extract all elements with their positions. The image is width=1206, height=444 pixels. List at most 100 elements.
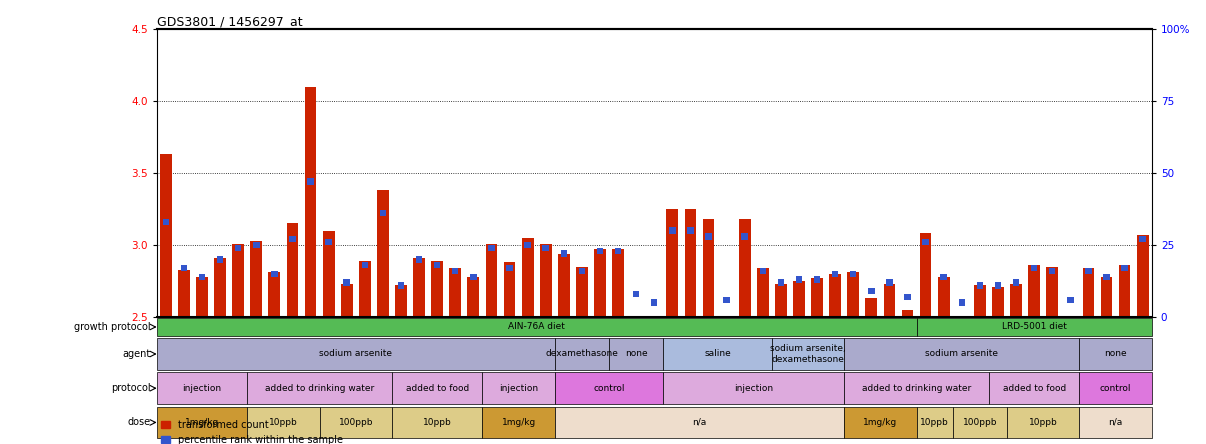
- Bar: [1085, 268, 1091, 274]
- Bar: [178, 270, 189, 317]
- Bar: [323, 230, 334, 317]
- Bar: [555, 373, 663, 404]
- Text: sodium arsenite: sodium arsenite: [320, 349, 392, 358]
- Bar: [558, 254, 569, 317]
- Bar: [1101, 277, 1112, 317]
- Text: protocol: protocol: [111, 383, 151, 393]
- Bar: [253, 242, 259, 248]
- Bar: [289, 236, 295, 242]
- Text: 10ppb: 10ppb: [1029, 418, 1058, 427]
- Bar: [1079, 338, 1152, 370]
- Bar: [663, 338, 772, 370]
- Bar: [663, 373, 844, 404]
- Bar: [757, 268, 768, 317]
- Bar: [396, 285, 406, 317]
- Bar: [576, 267, 587, 317]
- Bar: [886, 279, 892, 285]
- Bar: [941, 274, 947, 280]
- Bar: [703, 219, 714, 317]
- Bar: [1067, 297, 1073, 303]
- Text: 1mg/kg: 1mg/kg: [185, 418, 219, 427]
- Bar: [1079, 373, 1152, 404]
- Text: none: none: [625, 349, 648, 358]
- Text: saline: saline: [704, 349, 731, 358]
- Bar: [812, 278, 822, 317]
- Text: injection: injection: [499, 384, 538, 393]
- Bar: [1140, 236, 1146, 242]
- Text: added to drinking water: added to drinking water: [265, 384, 374, 393]
- Bar: [974, 285, 985, 317]
- Text: 10ppb: 10ppb: [423, 418, 451, 427]
- Text: none: none: [1105, 349, 1126, 358]
- Bar: [157, 407, 247, 438]
- Bar: [561, 250, 567, 257]
- Text: added to food: added to food: [1002, 384, 1066, 393]
- Bar: [199, 274, 205, 280]
- Bar: [667, 209, 678, 317]
- Text: injection: injection: [182, 384, 222, 393]
- Bar: [326, 239, 332, 245]
- Bar: [613, 250, 624, 317]
- Bar: [866, 298, 877, 317]
- Bar: [543, 245, 549, 251]
- Bar: [794, 281, 804, 317]
- Bar: [633, 291, 639, 297]
- Bar: [796, 277, 802, 283]
- Bar: [848, 273, 859, 317]
- Bar: [959, 300, 965, 306]
- Bar: [1031, 265, 1037, 271]
- Bar: [235, 245, 241, 251]
- Bar: [233, 244, 244, 317]
- Bar: [995, 282, 1001, 289]
- Text: added to food: added to food: [405, 384, 469, 393]
- Bar: [1049, 268, 1055, 274]
- Bar: [721, 317, 732, 356]
- Bar: [507, 265, 513, 271]
- Text: n/a: n/a: [692, 418, 707, 427]
- Bar: [742, 233, 748, 240]
- Bar: [923, 239, 929, 245]
- Text: AIN-76A diet: AIN-76A diet: [508, 322, 566, 332]
- Bar: [1122, 265, 1128, 271]
- Bar: [1013, 279, 1019, 285]
- Bar: [977, 282, 983, 289]
- Bar: [917, 407, 953, 438]
- Bar: [724, 297, 730, 303]
- Bar: [247, 373, 392, 404]
- Bar: [772, 338, 844, 370]
- Text: control: control: [1100, 384, 1131, 393]
- Bar: [1083, 268, 1094, 317]
- Bar: [706, 233, 712, 240]
- Text: GDS3801 / 1456297_at: GDS3801 / 1456297_at: [157, 15, 303, 28]
- Bar: [1137, 235, 1148, 317]
- Bar: [450, 268, 461, 317]
- Bar: [157, 318, 917, 336]
- Bar: [814, 277, 820, 283]
- Bar: [452, 268, 458, 274]
- Bar: [775, 284, 786, 317]
- Bar: [197, 277, 207, 317]
- Bar: [953, 407, 1007, 438]
- Bar: [597, 248, 603, 254]
- Text: injection: injection: [734, 384, 773, 393]
- Bar: [1029, 265, 1040, 317]
- Bar: [993, 287, 1003, 317]
- Bar: [579, 268, 585, 274]
- Text: 100ppb: 100ppb: [339, 418, 373, 427]
- Bar: [251, 241, 262, 317]
- Bar: [850, 271, 856, 277]
- Bar: [902, 310, 913, 317]
- Bar: [157, 338, 555, 370]
- Bar: [555, 338, 609, 370]
- Text: 10ppb: 10ppb: [269, 418, 298, 427]
- Bar: [884, 284, 895, 317]
- Bar: [341, 284, 352, 317]
- Text: n/a: n/a: [1108, 418, 1123, 427]
- Bar: [615, 248, 621, 254]
- Bar: [685, 209, 696, 317]
- Bar: [269, 273, 280, 317]
- Bar: [416, 256, 422, 262]
- Bar: [687, 227, 693, 234]
- Bar: [287, 223, 298, 317]
- Bar: [649, 317, 660, 369]
